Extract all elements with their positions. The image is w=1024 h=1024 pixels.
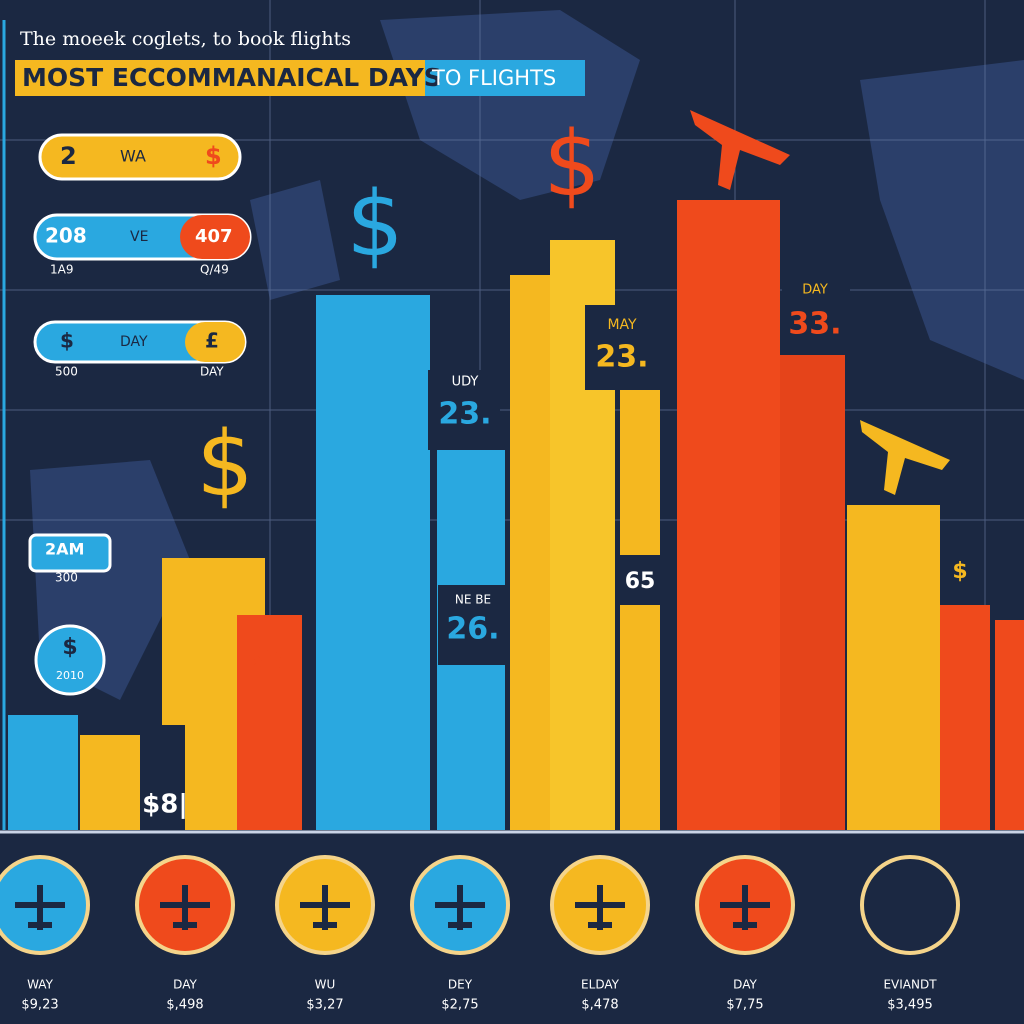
- bar-label: 33.: [243, 642, 296, 677]
- badge-text: WA: [120, 147, 146, 166]
- badge-text: $: [205, 142, 222, 170]
- badge-text: DAY: [200, 365, 224, 379]
- item-price: $3,495: [887, 998, 933, 1013]
- bar-label: $: [952, 559, 967, 584]
- item-label: WU: [315, 978, 336, 992]
- badge-text: 1A9: [50, 263, 73, 277]
- subtitle: The moeek coglets, to book flights: [20, 28, 351, 50]
- badge-text: 2: [60, 142, 77, 170]
- big-symbol: $: [346, 172, 403, 277]
- item-price: $2,75: [441, 998, 478, 1013]
- bars: [8, 200, 1024, 830]
- badge-text: $: [62, 635, 77, 660]
- left-badges: [28, 133, 252, 696]
- plane-icon: [300, 885, 350, 930]
- item-price: $,498: [166, 998, 203, 1013]
- badge-text: Q/49: [200, 263, 229, 277]
- item-label: DEY: [448, 978, 473, 992]
- badge-text: 500: [55, 365, 78, 379]
- bar-label: 3: [1020, 619, 1024, 654]
- title: MOST ECCOMMANAICAL DAYS: [22, 63, 442, 92]
- badge-text: 2010: [56, 669, 84, 682]
- badge-text: VE: [130, 229, 148, 245]
- item-price: $9,23: [21, 998, 58, 1013]
- item-price: $7,75: [726, 998, 763, 1013]
- badge-text: $: [60, 329, 74, 353]
- item-label: WAY: [27, 978, 53, 992]
- bar-label: DAY: [802, 283, 828, 298]
- item-price: $,478: [581, 998, 618, 1013]
- title-tag-banner: [425, 60, 585, 96]
- bar-label: $8|: [142, 790, 188, 820]
- bar-label: 33.: [788, 307, 841, 342]
- badge-text: 407: [195, 226, 233, 247]
- badge-text: 208: [45, 224, 87, 248]
- badge-text: 300: [55, 571, 78, 585]
- big-symbol: $: [543, 112, 600, 217]
- item-label: EVIANDT: [883, 978, 937, 992]
- title-tag: TO FLIGHTS: [431, 66, 556, 90]
- bar-label: 23.: [595, 340, 648, 375]
- plane-icon: [885, 885, 935, 930]
- bar-label: UDY: [452, 375, 479, 390]
- plane-icon: [720, 885, 770, 930]
- badge-text: DAY: [120, 334, 148, 350]
- badge-text: 2AM: [45, 540, 84, 559]
- bar-label: 26.: [446, 612, 499, 647]
- plane-icon: [435, 885, 485, 930]
- bar-label: MAY: [607, 317, 637, 333]
- badge-text: £: [205, 329, 219, 353]
- plane-icon: [575, 885, 625, 930]
- plane-icon: [15, 885, 65, 930]
- bottom-items: WAY $9,23 DAY $,498 WU $3,27 DEY $2,75 ELDAY $,47…: [0, 855, 960, 1013]
- item-label: DAY: [173, 978, 197, 992]
- item-price: $3,27: [306, 998, 343, 1013]
- big-symbol: $: [196, 412, 253, 517]
- item-label: ELDAY: [581, 978, 620, 992]
- bar-label: NE BE: [455, 593, 491, 607]
- bar-label: 65: [625, 569, 656, 594]
- plane-icon: [160, 885, 210, 930]
- item-label: DAY: [733, 978, 757, 992]
- bar-label-boxes: [145, 275, 850, 830]
- title-banner: [15, 60, 425, 96]
- bar-label: 23.: [438, 397, 491, 432]
- plane-icons: [690, 110, 950, 495]
